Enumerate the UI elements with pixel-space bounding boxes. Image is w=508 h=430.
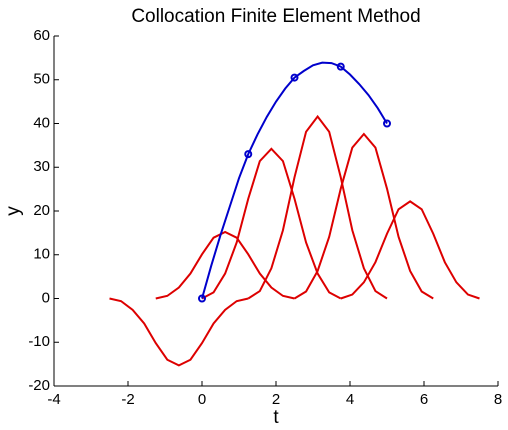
line [340,200,480,300]
x-tick-label: 6 [420,391,428,408]
marker [198,294,206,303]
marker [336,62,345,71]
marker [290,73,299,82]
line [293,132,434,300]
line [109,297,249,367]
y-tick-label: 60 [33,27,50,44]
y-tick-label: -20 [28,377,50,394]
x-tick-label: 8 [494,391,502,408]
line [247,114,388,300]
x-tick-label: 2 [272,391,280,408]
x-axis-label: t [273,407,279,428]
y-axis-label: y [3,206,24,216]
line [201,61,388,299]
line [155,230,295,300]
y-tick-label: 50 [33,71,50,88]
marker [244,150,253,159]
chart-title: Collocation Finite Element Method [131,6,420,27]
y-tick-label: 10 [33,246,50,263]
y-tick-label: 20 [33,202,50,219]
x-tick-label: 4 [346,391,354,408]
x-tick-label: -4 [47,391,60,408]
y-tick-label: 40 [33,114,50,131]
y-tick-label: 0 [42,289,50,306]
y-tick-label: -10 [28,333,50,350]
marker [383,119,391,128]
line [201,147,342,300]
x-tick-label: -2 [121,391,134,408]
y-tick-label: 30 [33,158,50,175]
x-tick-label: 0 [198,391,206,408]
